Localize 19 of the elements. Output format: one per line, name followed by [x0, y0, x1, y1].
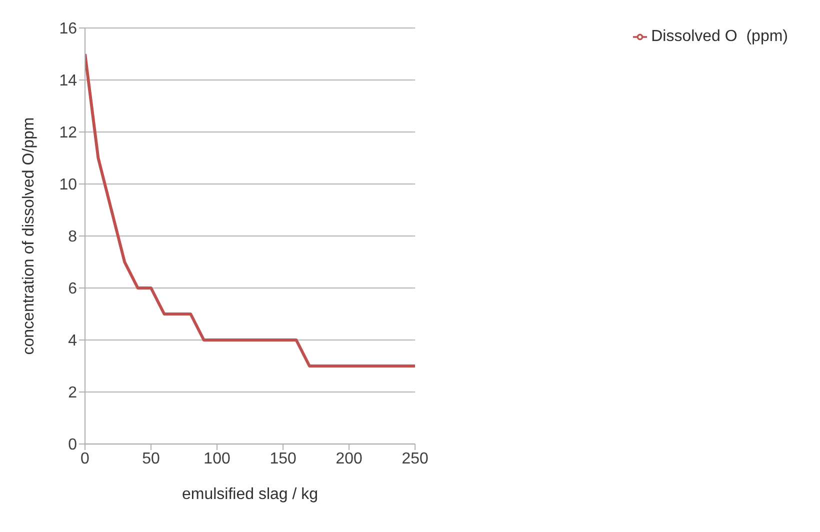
line-series	[85, 52, 416, 368]
x-axis-title: emulsified slag / kg	[182, 486, 318, 503]
x-tick-label: 200	[336, 450, 363, 468]
x-tick-label: 0	[80, 450, 90, 468]
y-tick-label: 8	[68, 228, 78, 246]
x-tick-label: 50	[142, 450, 160, 468]
y-tick-label: 12	[59, 124, 78, 142]
y-tick-label: 16	[59, 20, 78, 38]
y-tick-label: 2	[68, 384, 78, 402]
y-axis-title: concentration of dissolved O/ppm	[20, 117, 38, 355]
y-tick-label: 14	[59, 72, 78, 90]
y-tick-label: 0	[68, 436, 78, 454]
y-tick-label: 4	[68, 332, 78, 350]
x-tick-label: 250	[402, 450, 429, 468]
legend-label: Dissolved O (ppm)	[651, 28, 788, 45]
y-tick-label: 10	[59, 176, 78, 194]
x-tick-label: 100	[204, 450, 230, 468]
y-tick-label: 6	[68, 280, 78, 298]
x-tick-label: 150	[270, 450, 296, 468]
